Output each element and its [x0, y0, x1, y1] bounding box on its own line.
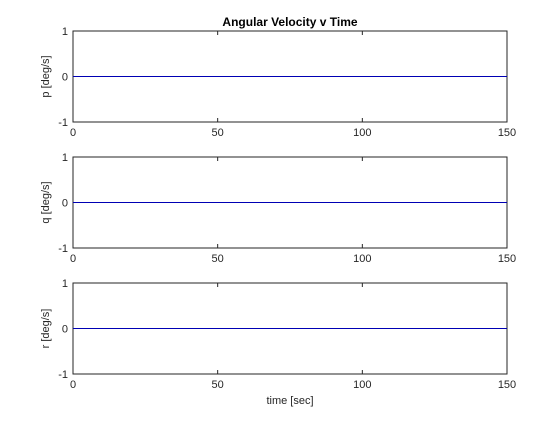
- y-tick-label: 1: [62, 152, 68, 164]
- y-axis-label: r [deg/s]: [40, 309, 52, 349]
- y-tick-label: -1: [58, 369, 68, 381]
- y-tick-label: 1: [62, 26, 68, 38]
- chart-title: Angular Velocity v Time: [222, 15, 357, 29]
- y-tick-label: -1: [58, 117, 68, 129]
- x-axis-label: time [sec]: [266, 395, 313, 407]
- y-tick-label: -1: [58, 243, 68, 255]
- x-tick-label: 0: [70, 379, 76, 391]
- y-axis-label: q [deg/s]: [40, 181, 52, 223]
- x-tick-label: 0: [70, 127, 76, 139]
- y-tick-label: 0: [62, 324, 68, 336]
- x-tick-label: 0: [70, 253, 76, 265]
- y-axis-label: p [deg/s]: [40, 55, 52, 97]
- x-tick-label: 150: [498, 127, 516, 139]
- x-tick-label: 150: [498, 253, 516, 265]
- x-tick-label: 100: [353, 253, 371, 265]
- x-tick-label: 50: [212, 379, 224, 391]
- x-tick-label: 50: [212, 253, 224, 265]
- x-tick-label: 100: [353, 379, 371, 391]
- x-tick-label: 50: [212, 127, 224, 139]
- y-tick-label: 0: [62, 72, 68, 84]
- y-tick-label: 0: [62, 198, 68, 210]
- y-tick-label: 1: [62, 278, 68, 290]
- x-tick-label: 100: [353, 127, 371, 139]
- x-tick-label: 150: [498, 379, 516, 391]
